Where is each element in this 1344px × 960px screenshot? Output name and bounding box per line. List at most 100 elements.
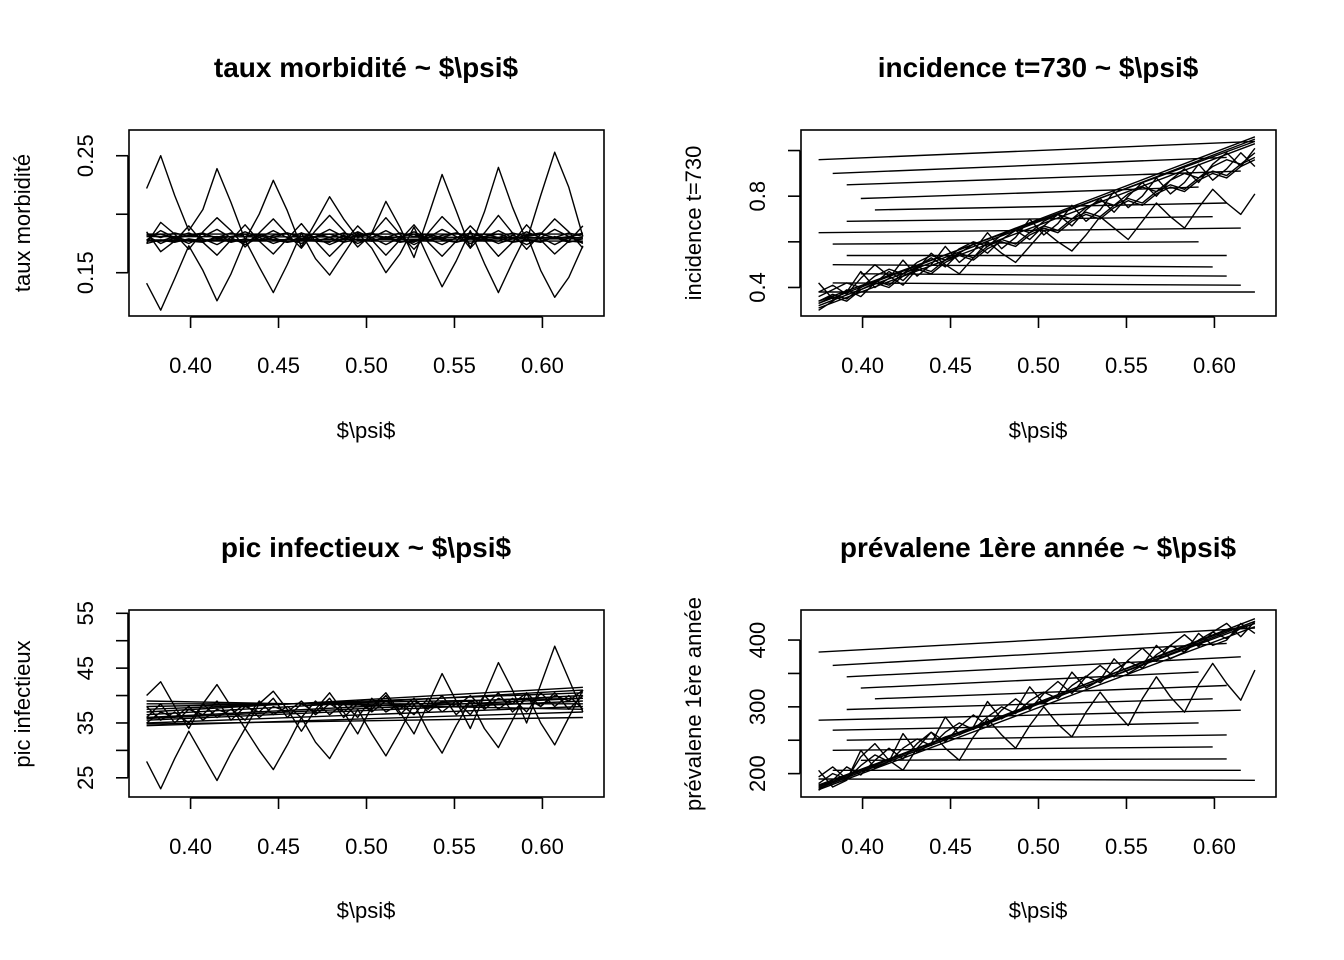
series-line: [832, 642, 1227, 667]
series-line: [846, 656, 1241, 678]
x-tick-label: 0.50: [1017, 834, 1060, 859]
series-line: [818, 627, 1255, 653]
y-axis-label: incidence t=730: [681, 146, 706, 301]
panel-title: incidence t=730 ~ $\psi$: [878, 52, 1199, 83]
x-tick-label: 0.45: [929, 834, 972, 859]
series-line: [846, 698, 1213, 711]
y-axis-label: pic infectieux: [10, 640, 35, 767]
x-axis-label: $\psi$: [337, 418, 396, 443]
series-line: [146, 692, 583, 710]
x-tick-label: 0.45: [257, 834, 300, 859]
x-tick-label: 0.50: [345, 834, 388, 859]
x-tick-label: 0.50: [345, 353, 388, 378]
series-line: [818, 140, 1255, 161]
x-tick-label: 0.55: [1105, 834, 1148, 859]
x-axis: 0.40 0.45 0.50 0.55 0.60: [841, 316, 1236, 378]
series-line: [146, 700, 583, 710]
y-tick-label: 300: [745, 688, 770, 725]
x-axis-label: $\psi$: [1009, 418, 1068, 443]
series-line: [832, 282, 1241, 286]
series-line: [146, 705, 583, 724]
y-tick-label: 25: [73, 766, 98, 790]
panel-taux-morbidite: taux morbidité ~ $\psi$ $\psi$ taux morb…: [10, 52, 605, 443]
panel-pic-infectieux: pic infectieux ~ $\psi$ $\psi$ pic infec…: [10, 532, 605, 923]
x-axis: 0.40 0.45 0.50 0.55 0.60: [169, 316, 564, 378]
y-tick-label: 0.8: [745, 181, 770, 212]
series-line: [874, 684, 1227, 700]
plot-frame: [128, 129, 605, 317]
plot-frame: [800, 129, 1277, 317]
y-axis: 200 300 400: [745, 622, 801, 792]
x-tick-label: 0.60: [521, 834, 564, 859]
y-axis-label: taux morbidité: [10, 154, 35, 292]
plot-frame: [128, 609, 605, 798]
panel-title: pic infectieux ~ $\psi$: [221, 532, 512, 563]
series-group: [145, 645, 584, 790]
x-tick-label: 0.40: [841, 353, 884, 378]
series-line: [818, 622, 1256, 788]
y-tick-label: 0.4: [745, 272, 770, 303]
y-tick-label: 200: [745, 755, 770, 792]
series-line: [846, 216, 1213, 222]
y-tick-label: 0.25: [73, 134, 98, 177]
x-axis-label: $\psi$: [337, 898, 396, 923]
series-line: [860, 671, 1199, 689]
series-group: [818, 136, 1256, 311]
series-line: [832, 722, 1199, 731]
series-line: [832, 241, 1199, 245]
series-line: [146, 716, 583, 725]
series-line: [818, 622, 1256, 785]
series-line: [818, 152, 1256, 298]
x-tick-label: 0.60: [521, 353, 564, 378]
y-tick-label: 0.15: [73, 251, 98, 294]
series-line: [860, 186, 1199, 200]
x-axis: 0.40 0.45 0.50 0.55 0.60: [169, 797, 564, 859]
series-line: [146, 697, 583, 708]
series-line: [146, 222, 584, 257]
y-tick-label: 35: [73, 711, 98, 735]
x-axis-label: $\psi$: [1009, 898, 1068, 923]
series-group: [818, 618, 1256, 791]
series-line: [818, 620, 1256, 787]
series-line: [818, 147, 1256, 311]
series-line: [832, 746, 1213, 751]
x-tick-label: 0.55: [1105, 353, 1148, 378]
series-line: [832, 264, 1213, 268]
series-line: [818, 227, 1241, 234]
x-tick-label: 0.50: [1017, 353, 1060, 378]
series-line: [146, 235, 583, 239]
series-line: [818, 159, 1256, 305]
x-tick-label: 0.40: [169, 353, 212, 378]
series-line: [818, 188, 1256, 295]
x-tick-label: 0.45: [257, 353, 300, 378]
series-line: [832, 156, 1227, 175]
x-tick-label: 0.55: [433, 353, 476, 378]
x-tick-label: 0.40: [169, 834, 212, 859]
x-tick-label: 0.40: [841, 834, 884, 859]
y-tick-label: 400: [745, 622, 770, 659]
series-line: [146, 686, 583, 713]
series-line: [146, 697, 583, 720]
y-tick-label: 45: [73, 656, 98, 680]
series-line: [146, 238, 583, 241]
panel-title: prévalene 1ère année ~ $\psi$: [840, 532, 1237, 563]
series-line: [846, 170, 1241, 186]
series-line: [818, 778, 1255, 781]
x-tick-label: 0.60: [1193, 834, 1236, 859]
y-axis: 0.15 0.25: [73, 134, 129, 294]
series-group: [145, 151, 584, 311]
series-line: [818, 709, 1241, 721]
series-line: [874, 202, 1227, 211]
y-axis: 0.4 0.8: [745, 149, 801, 303]
series-line: [145, 689, 584, 790]
panel-title: taux morbidité ~ $\psi$: [214, 52, 519, 83]
plot-frame: [800, 609, 1277, 798]
x-tick-label: 0.55: [433, 834, 476, 859]
y-axis-label: prévalene 1ère année: [681, 597, 706, 811]
y-axis: 25 35 45 55: [73, 601, 129, 790]
series-line: [860, 273, 1227, 277]
x-axis: 0.40 0.45 0.50 0.55 0.60: [841, 797, 1236, 859]
x-tick-label: 0.45: [929, 353, 972, 378]
panel-incidence: incidence t=730 ~ $\psi$ $\psi$ incidenc…: [681, 52, 1277, 443]
